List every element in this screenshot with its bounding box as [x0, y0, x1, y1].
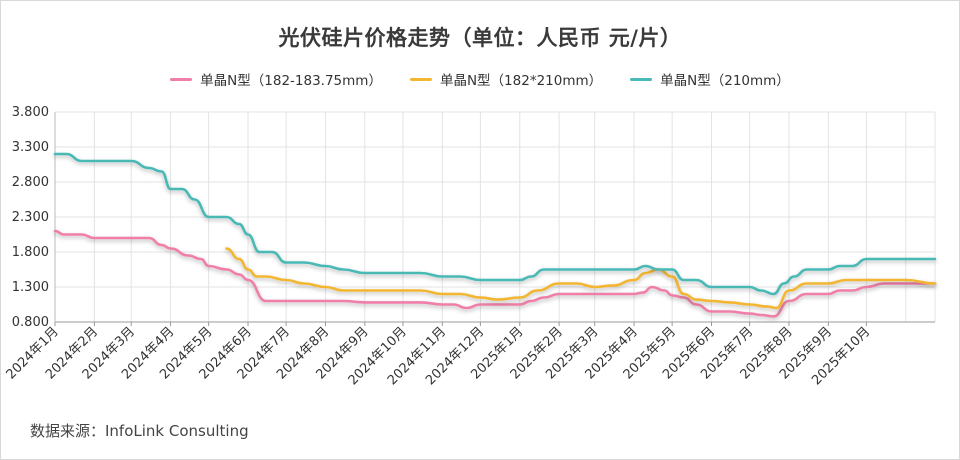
legend-item-series-3[interactable]: 单晶N型（210mm） [630, 69, 790, 89]
series-group [53, 152, 937, 318]
series-line-2 [225, 247, 937, 310]
y-tick-label: 2.300 [12, 210, 49, 225]
legend-swatch-series-3 [630, 77, 653, 81]
legend-label-series-3: 单晶N型（210mm） [660, 73, 790, 89]
series-line-1 [53, 229, 937, 318]
chart-title: 光伏硅片价格走势（单位：人民币 元/片） [278, 26, 682, 50]
y-tick-label: 3.300 [12, 140, 49, 155]
y-axis-ticks: 0.800 1.300 1.800 2.300 2.800 3.300 3.800 [12, 105, 49, 330]
legend: 单晶N型（182-183.75mm） 单晶N型（182*210mm） 单晶N型（… [0, 69, 960, 89]
y-tick-label: 0.800 [12, 315, 49, 330]
data-source: 数据来源：InfoLink Consulting [30, 422, 249, 440]
series-line-3 [53, 152, 937, 296]
axes [54, 112, 935, 326]
y-tick-label: 3.800 [12, 105, 49, 120]
grid [54, 111, 936, 323]
y-tick-label: 1.300 [12, 280, 49, 295]
y-tick-label: 1.800 [12, 245, 49, 260]
y-tick-label: 2.800 [12, 175, 49, 190]
legend-swatch-series-1 [170, 77, 193, 81]
legend-item-series-2[interactable]: 单晶N型（182*210mm） [409, 69, 603, 89]
legend-swatch-series-2 [409, 77, 432, 81]
legend-item-series-1[interactable]: 单晶N型（182-183.75mm） [170, 69, 382, 89]
x-axis-ticks: 2024年1月2024年2月2024年3月2024年4月2024年5月2024年… [4, 324, 874, 388]
legend-label-series-2: 单晶N型（182*210mm） [439, 73, 603, 89]
legend-label-series-1: 单晶N型（182-183.75mm） [200, 73, 382, 89]
